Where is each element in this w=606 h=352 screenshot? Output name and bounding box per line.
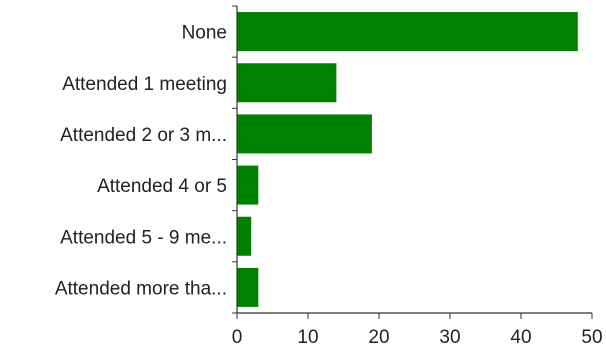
category-label-5: Attended more tha...: [55, 278, 227, 299]
bar-2: [237, 114, 372, 154]
category-label-4: Attended 5 - 9 me...: [60, 227, 227, 248]
bar-1: [237, 63, 337, 103]
bar-3: [237, 165, 259, 205]
bar-0: [237, 12, 578, 52]
x-tick-label-0: 0: [232, 327, 243, 348]
x-tick-label-1: 10: [297, 327, 318, 348]
category-label-2: Attended 2 or 3 m...: [60, 125, 227, 146]
x-tick-label-4: 40: [510, 327, 531, 348]
category-label-1: Attended 1 meeting: [62, 74, 227, 95]
bar-4: [237, 216, 252, 256]
x-tick-label-2: 20: [368, 327, 389, 348]
category-label-0: None: [182, 23, 227, 44]
x-tick-label-3: 30: [439, 327, 460, 348]
x-tick-label-5: 50: [581, 327, 602, 348]
bar-5: [237, 267, 259, 307]
category-label-3: Attended 4 or 5: [97, 176, 227, 197]
